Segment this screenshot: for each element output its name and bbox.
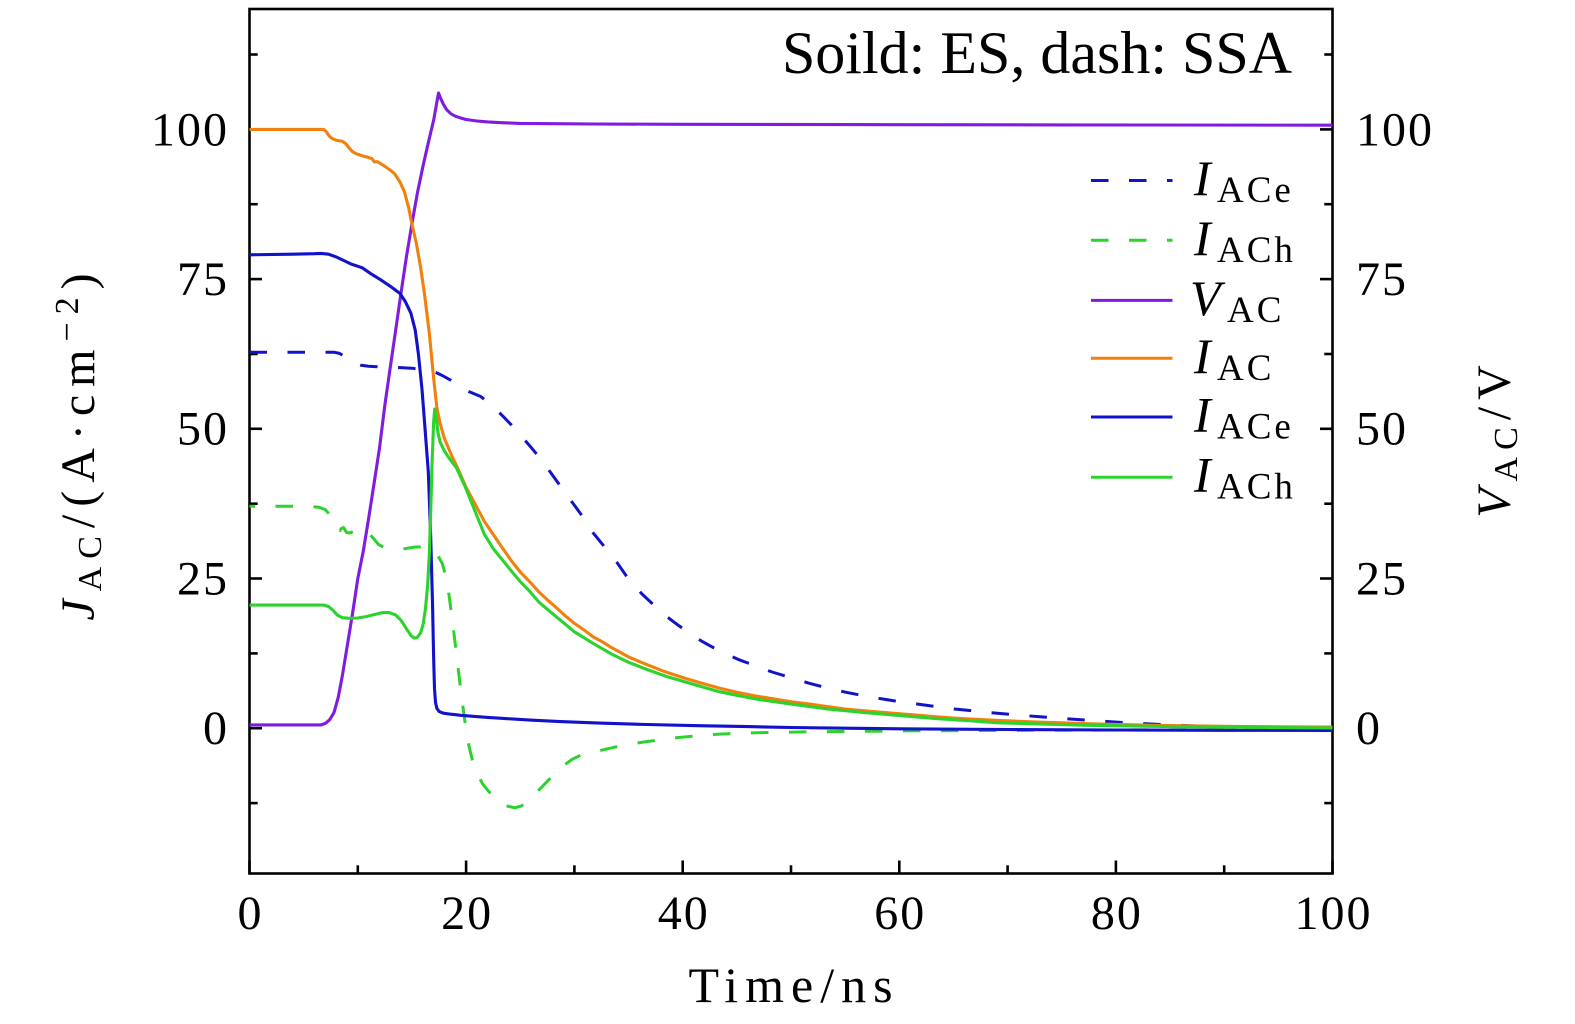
svg-text:I: I xyxy=(1193,210,1213,266)
svg-text:I: I xyxy=(1193,150,1213,206)
svg-text:I: I xyxy=(1193,447,1213,503)
svg-text:VAC/V: VAC/V xyxy=(1468,358,1525,518)
svg-text:40: 40 xyxy=(658,887,710,940)
svg-text:75: 75 xyxy=(177,253,229,306)
svg-text:80: 80 xyxy=(1091,887,1143,940)
svg-text:0: 0 xyxy=(1356,702,1382,755)
svg-text:75: 75 xyxy=(1356,253,1408,306)
svg-text:I: I xyxy=(1193,387,1213,443)
svg-text:ACe: ACe xyxy=(1217,170,1294,211)
svg-text:0: 0 xyxy=(238,887,264,940)
svg-text:60: 60 xyxy=(874,887,926,940)
svg-text:25: 25 xyxy=(1356,552,1408,605)
svg-text:50: 50 xyxy=(177,403,229,456)
svg-text:100: 100 xyxy=(1295,887,1373,940)
svg-text:ACe: ACe xyxy=(1217,407,1294,448)
svg-text:50: 50 xyxy=(1356,403,1408,456)
svg-text:20: 20 xyxy=(441,887,493,940)
svg-text:100: 100 xyxy=(151,103,229,156)
svg-text:AC: AC xyxy=(1227,290,1284,331)
svg-text:AC: AC xyxy=(1217,348,1274,389)
svg-text:Soild: ES, dash: SSA: Soild: ES, dash: SSA xyxy=(782,20,1292,86)
svg-text:ACh: ACh xyxy=(1217,467,1296,508)
svg-text:25: 25 xyxy=(177,552,229,605)
svg-text:0: 0 xyxy=(203,702,229,755)
svg-text:JAC/(A·cm−2): JAC/(A·cm−2) xyxy=(49,265,109,620)
svg-text:ACh: ACh xyxy=(1217,230,1296,271)
svg-text:V: V xyxy=(1190,270,1226,326)
svg-text:Time/ns: Time/ns xyxy=(688,957,899,1013)
svg-text:I: I xyxy=(1193,328,1213,384)
svg-text:100: 100 xyxy=(1356,103,1434,156)
